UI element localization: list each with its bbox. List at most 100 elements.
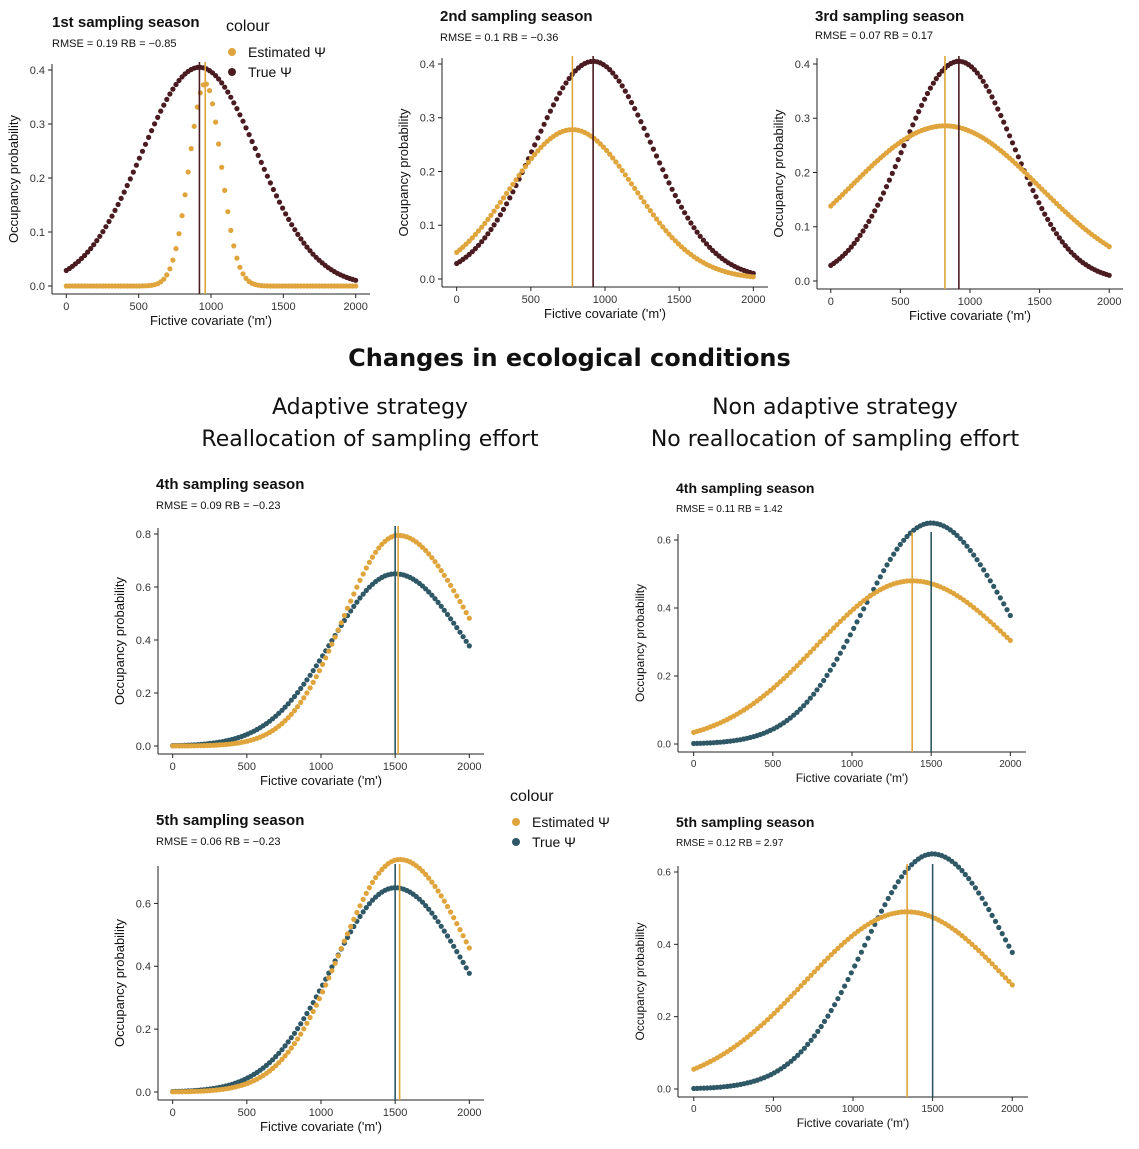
data-point [811,969,817,975]
data-point [1050,226,1057,232]
data-point [781,676,787,682]
data-point [429,592,435,598]
data-point [351,591,357,597]
data-point [82,252,88,259]
data-point [869,213,875,219]
data-point [329,641,335,647]
data-point [366,901,372,907]
data-point [373,549,379,555]
data-point [522,164,528,170]
y-tick-label: 0.2 [657,672,671,683]
data-point [438,923,444,929]
data-point [616,163,622,169]
panel-title: 4th sampling season [676,480,815,496]
legend-bottom: colour Estimated Ψ True Ψ [510,788,610,852]
y-tick-label: 0.2 [30,173,45,185]
data-point [295,704,301,710]
data-point [243,125,249,131]
x-tick-label: 1500 [920,759,943,770]
data-point [532,142,538,148]
x-axis-label: Fictive covariate ('m') [797,1116,910,1130]
panel-subtitle: RMSE = 0.19 RB = −0.85 [52,38,177,50]
data-point [109,213,115,219]
data-point [835,945,841,951]
data-point [815,965,821,971]
data-point [860,228,866,234]
data-point [607,151,613,157]
y-axis-label: Occupancy probability [6,115,21,243]
data-point [1004,634,1010,640]
data-point [666,180,672,186]
y-axis-label: Occupancy probability [633,584,647,702]
data-point [354,584,360,590]
data-point [866,218,872,224]
data-point [313,663,319,669]
data-point [176,231,182,237]
data-point [494,204,500,210]
data-point [1056,235,1062,241]
data-point [85,249,91,255]
data-point [228,227,234,233]
data-point [441,898,447,904]
data-point [672,192,678,199]
data-point [644,203,650,209]
x-tick-label: 500 [765,1104,782,1115]
data-point [844,638,850,644]
y-axis-label: Occupancy probability [771,109,786,237]
data-point [828,1007,834,1014]
data-point [807,649,813,655]
data-point [974,70,980,76]
data-point [167,91,173,97]
data-point [892,164,898,170]
data-point [657,220,663,226]
data-point [787,669,793,675]
data-point [913,115,919,121]
data-point [475,228,482,234]
data-point [967,547,973,554]
y-tick-label: 0.4 [795,59,810,71]
data-point [961,539,967,545]
data-point [538,128,544,134]
x-tick-label: 2000 [343,301,367,313]
x-tick-label: 1500 [383,761,407,773]
data-point [660,167,666,173]
data-point [1002,975,1009,981]
data-point [811,1033,817,1039]
data-point [669,235,675,241]
data-point [818,962,824,968]
data-point [267,180,273,186]
data-point [338,620,344,626]
data-point [976,947,982,954]
data-point [892,884,898,890]
data-point [962,871,968,878]
strategy-adaptive-line2: Reallocation of sampling effort [201,427,539,452]
x-tick-label: 0 [63,301,69,313]
data-point [797,659,803,665]
data-point [801,703,807,709]
data-point [307,1005,313,1011]
data-point [353,283,359,289]
y-tick-label: 0.4 [30,65,45,77]
x-tick-label: 1000 [309,1107,333,1119]
data-point [463,939,469,945]
data-point [357,913,363,920]
data-point [451,588,457,594]
data-point [124,182,130,189]
y-tick-label: 0.2 [795,167,810,179]
data-point [197,90,203,96]
data-point [91,242,97,248]
data-point [435,888,441,894]
data-point [957,536,963,542]
data-point [832,1002,838,1008]
data-point [292,227,298,233]
data-point [426,875,432,881]
data-point [497,212,503,218]
data-point [149,128,155,134]
data-point [989,912,995,918]
data-point [161,276,167,282]
data-point [898,150,904,156]
data-point [641,199,647,205]
data-point [863,223,869,229]
data-point [423,903,429,909]
data-point [697,233,703,239]
